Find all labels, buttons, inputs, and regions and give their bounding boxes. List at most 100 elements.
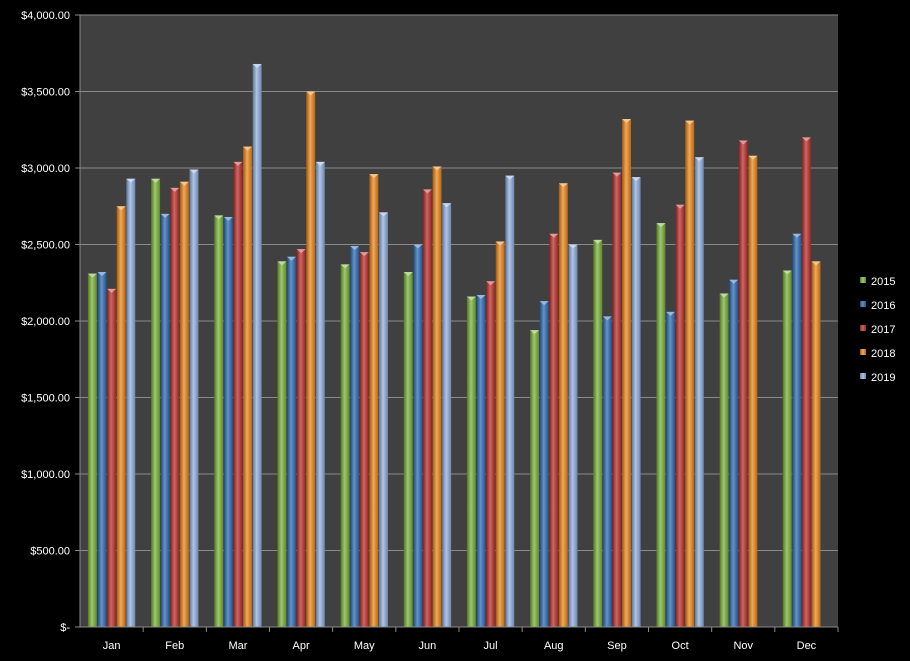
bar-cap	[277, 261, 287, 266]
legend-label-2019: 2019	[871, 372, 895, 384]
bar-2017-apr	[296, 249, 306, 627]
bar-cap	[126, 178, 136, 183]
bar-2015-oct	[656, 223, 666, 627]
bar-cap	[694, 157, 704, 162]
y-tick-label: $500.00	[30, 546, 70, 558]
bar-2017-jun	[422, 189, 432, 628]
bar-2017-may	[359, 252, 369, 627]
bar-2019-jul	[505, 175, 515, 627]
bar-cap	[160, 213, 170, 218]
y-tick-label: $3,000.00	[21, 163, 70, 175]
bar-cap	[792, 233, 802, 238]
bar-2015-apr	[277, 261, 287, 627]
bar-cap	[675, 204, 685, 209]
bar-2016-jan	[97, 272, 107, 627]
bar-2017-sep	[612, 172, 622, 627]
bar-2019-jan	[126, 178, 136, 627]
bar-cap	[530, 330, 540, 335]
bar-2017-oct	[675, 204, 685, 627]
x-tick-label: Aug	[544, 640, 564, 652]
bar-cap	[729, 279, 739, 284]
legend: 2015 2016 2017 2018 2019	[860, 276, 895, 384]
x-tick-label: Oct	[672, 640, 689, 652]
bar-2019-aug	[568, 244, 578, 627]
bar-2016-oct	[665, 311, 675, 627]
bar-cap	[432, 166, 442, 171]
bar-2016-mar	[223, 216, 233, 627]
y-tick-label: $1,000.00	[21, 469, 70, 481]
bar-2018-mar	[243, 146, 253, 627]
bar-2015-jun	[403, 272, 413, 627]
bar-2017-feb	[170, 187, 180, 627]
bar-2018-dec	[811, 261, 821, 627]
bar-2019-mar	[252, 63, 262, 627]
bar-2017-mar	[233, 161, 243, 627]
y-tick-label: $3,500.00	[21, 87, 70, 99]
legend-label-2015: 2015	[871, 276, 895, 288]
gridlines	[80, 14, 838, 551]
bar-cap	[622, 119, 632, 124]
bars	[87, 63, 821, 628]
bar-cap	[748, 155, 758, 160]
bar-cap	[306, 91, 316, 96]
bar-cap	[738, 140, 748, 145]
bar-cap	[179, 181, 189, 186]
bar-cap	[631, 177, 641, 182]
bar-cap	[549, 233, 559, 238]
bar-cap	[801, 137, 811, 142]
legend-label-2017: 2017	[871, 324, 895, 336]
bar-2017-jan	[107, 288, 117, 627]
bar-cap	[233, 161, 243, 166]
axes: $- $500.00 $1,000.00 $1,500.00 $2,000.00 $2,5…	[21, 10, 839, 652]
bar-2016-jun	[413, 244, 423, 627]
bar-2019-oct	[694, 157, 704, 628]
y-tick-label: $-	[60, 622, 70, 634]
legend-swatch-2017	[860, 325, 866, 331]
y-tick-label: $4,000.00	[21, 10, 70, 22]
bar-2016-may	[350, 246, 360, 627]
bar-cap	[476, 294, 486, 299]
bar-cap	[286, 256, 296, 261]
bar-cap	[315, 161, 325, 166]
bar-cap	[539, 301, 549, 306]
bar-2019-feb	[189, 169, 199, 627]
bar-cap	[495, 241, 505, 246]
bar-2018-may	[369, 174, 379, 627]
bar-cap	[782, 270, 792, 275]
bar-cap	[87, 273, 97, 278]
bar-cap	[413, 244, 423, 249]
bar-2015-may	[340, 264, 350, 627]
bar-cap	[403, 272, 413, 277]
bar-2015-nov	[719, 293, 729, 627]
bar-cap	[466, 296, 476, 301]
bar-cap	[223, 216, 233, 221]
bar-cap	[505, 175, 515, 180]
y-tick-label: $2,500.00	[21, 240, 70, 252]
x-tick-label: Sep	[607, 640, 627, 652]
x-tick-label: Dec	[797, 640, 817, 652]
bar-2015-jul	[466, 296, 476, 627]
bar-2019-may	[378, 212, 388, 627]
legend-swatch-2016	[860, 301, 866, 307]
bar-2016-apr	[286, 256, 296, 627]
bar-cap	[243, 146, 253, 151]
legend-swatch-2015	[860, 277, 866, 283]
bar-2016-jul	[476, 294, 486, 627]
bar-cap	[214, 215, 224, 220]
bar-cap	[719, 293, 729, 298]
x-tick-label: Mar	[228, 640, 247, 652]
bar-cap	[665, 311, 675, 316]
bar-cap	[340, 264, 350, 269]
bar-2019-apr	[315, 161, 325, 627]
x-tick-label: Jul	[484, 640, 498, 652]
bar-cap	[568, 244, 578, 249]
legend-swatch-2019	[860, 373, 866, 379]
bar-cap	[151, 178, 161, 183]
bar-cap	[350, 246, 360, 251]
y-tick-label: $2,000.00	[21, 316, 70, 328]
bar-2016-feb	[160, 213, 170, 627]
bar-2019-jun	[442, 203, 452, 627]
bar-2016-aug	[539, 301, 549, 627]
bar-2018-oct	[685, 120, 695, 627]
